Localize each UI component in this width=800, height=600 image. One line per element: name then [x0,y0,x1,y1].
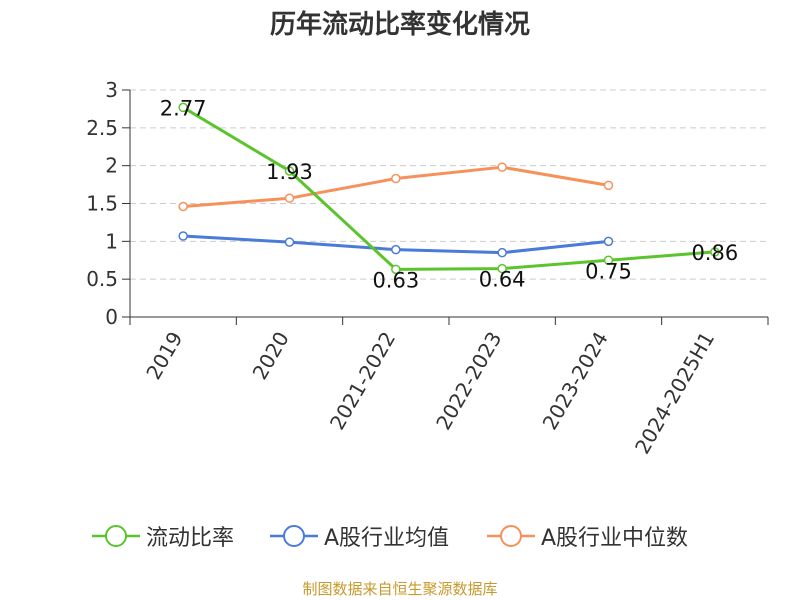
data-label: 0.75 [585,259,632,283]
x-tick-label: 2022-2023 [431,327,506,433]
x-tick-label: 2021-2022 [325,328,400,434]
data-point-0 [603,255,614,265]
data-label: 1.93 [266,160,313,184]
data-point-2 [178,201,188,212]
data-label: 0.64 [479,268,526,292]
legend-item-series-1[interactable]: A股行业均值 [270,518,449,554]
data-point-1 [284,237,295,247]
y-tick-label: 0.5 [86,267,118,291]
y-tick-label: 1 [105,229,118,253]
x-tick-label: 2020 [248,328,294,384]
data-point-0 [497,263,507,274]
data-point-2 [284,193,295,203]
x-tick-label: 2023-2024 [538,328,613,434]
data-point-2 [603,180,614,191]
legend-marker-icon [92,525,140,547]
data-label: 0.86 [691,241,738,265]
data-point-1 [603,236,614,247]
legend-label-series-1: A股行业均值 [324,526,450,551]
y-tick-label: 3 [105,78,118,102]
data-point-1 [391,244,401,255]
data-point-1 [497,247,507,258]
data-point-0 [391,264,401,275]
data-point-2 [391,173,401,184]
data-point-1 [178,231,188,241]
legend-item-series-2[interactable]: A股行业中位数 [487,518,688,554]
source-note: 制图数据来自恒生聚源数据库 [302,580,498,598]
legend-label-series-0: 流动比率 [146,526,235,551]
data-label: 2.77 [160,96,207,120]
data-point-0 [710,247,720,257]
legend-item-series-0[interactable]: 流动比率 [92,518,234,554]
y-tick-label: 0 [105,305,118,329]
data-point-2 [497,162,507,172]
x-tick-label: 2024-2025H1 [630,328,719,458]
data-point-0 [178,102,188,113]
legend: 流动比率 A股行业均值 A股行业中位数 [0,518,800,554]
data-point-0 [284,166,295,176]
chart-title: 历年流动比率变化情况 [269,10,530,40]
x-tick-label: 2019 [141,328,187,384]
data-label: 0.63 [372,268,419,292]
legend-marker-icon [270,525,318,547]
y-tick-label: 2 [105,154,118,178]
y-tick-label: 1.5 [86,192,118,216]
legend-marker-icon [487,525,535,547]
series-line-2 [183,165,609,209]
series-line-0 [182,106,715,271]
legend-label-series-2: A股行业中位数 [541,526,689,551]
y-tick-label: 2.5 [86,116,118,140]
